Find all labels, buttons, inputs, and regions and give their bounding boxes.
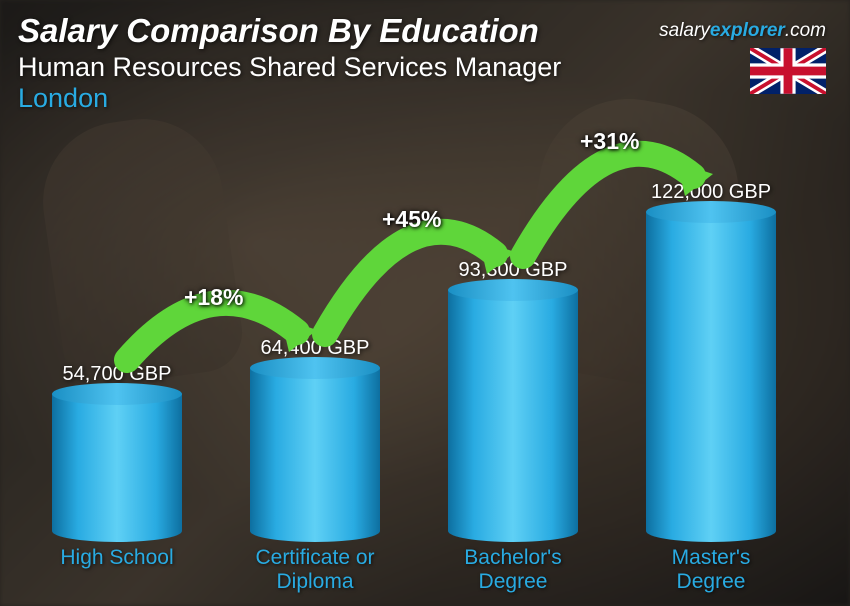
bar-slot: 64,400 GBP <box>216 337 414 542</box>
bar-top-ellipse <box>448 279 578 301</box>
x-axis-label: Bachelor'sDegree <box>414 546 612 594</box>
increase-badge: +31% <box>580 128 639 155</box>
bar-top-ellipse <box>250 357 380 379</box>
x-axis-label: Certificate orDiploma <box>216 546 414 594</box>
bar-top-ellipse <box>646 201 776 223</box>
bar-cylinder <box>448 290 578 542</box>
infographic-container: Salary Comparison By Education Human Res… <box>0 0 850 606</box>
bar-slot: 122,000 GBP <box>612 181 810 542</box>
bar-slot: 54,700 GBP <box>18 363 216 542</box>
brand-part-3: .com <box>785 20 826 41</box>
brand-part-2: explorer <box>710 20 785 41</box>
bar-body <box>52 394 182 542</box>
bar-body <box>448 290 578 542</box>
bar-cylinder <box>250 368 380 542</box>
header: Salary Comparison By Education Human Res… <box>18 12 832 114</box>
bar-cylinder <box>52 394 182 542</box>
uk-flag-icon <box>750 48 826 94</box>
bar-body <box>250 368 380 542</box>
increase-badge: +45% <box>382 206 441 233</box>
bar-body <box>646 212 776 542</box>
brand-text: salaryexplorer.com <box>659 20 826 42</box>
bars-container: 54,700 GBP 64,400 GBP 93,300 GBP 122,000… <box>18 140 810 542</box>
bar-slot: 93,300 GBP <box>414 259 612 542</box>
x-labels: High SchoolCertificate orDiplomaBachelor… <box>18 546 810 594</box>
bar-cylinder <box>646 212 776 542</box>
brand-block: salaryexplorer.com <box>659 20 826 94</box>
x-axis-label: Master'sDegree <box>612 546 810 594</box>
brand-part-1: salary <box>659 20 710 41</box>
increase-badge: +18% <box>184 284 243 311</box>
chart-area: Average Yearly Salary 54,700 GBP 64,400 … <box>18 140 810 594</box>
bar-top-ellipse <box>52 383 182 405</box>
x-axis-label: High School <box>18 546 216 594</box>
